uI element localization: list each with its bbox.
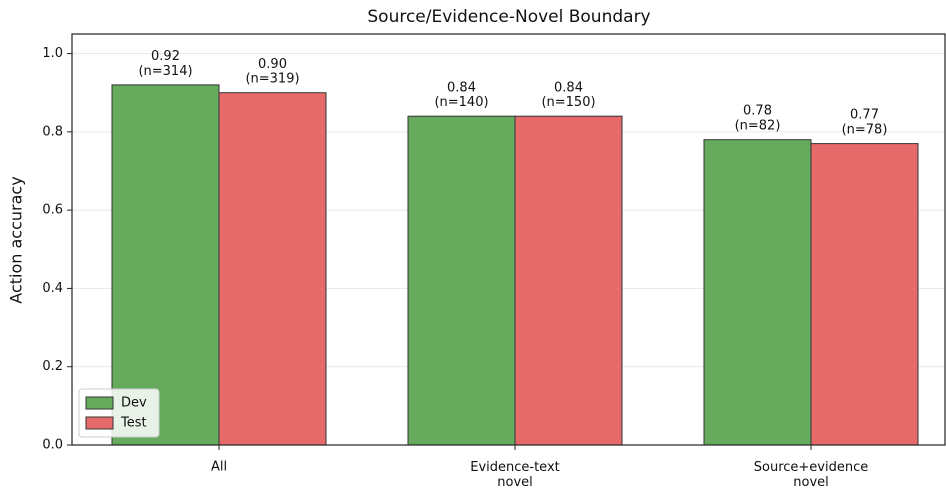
data-label: 0.77 (n=78) (842, 107, 888, 137)
x-tick-label: Evidence-text novel (470, 460, 560, 488)
y-tick-label: 0.0 (42, 438, 63, 453)
legend-label: Test (120, 416, 147, 431)
y-tick-label: 1.0 (42, 46, 63, 61)
y-tick-label: 0.2 (42, 359, 63, 374)
plot-frame (71, 33, 946, 446)
bar (514, 115, 623, 446)
data-label: 0.78 (n=82) (735, 103, 781, 133)
y-tick-label: 0.8 (42, 124, 63, 139)
data-label: 0.92 (n=314) (138, 48, 192, 78)
bar (218, 92, 327, 446)
bar (703, 139, 812, 446)
data-label: 0.84 (n=140) (434, 80, 488, 110)
x-tick-label: Source+evidence novel (754, 460, 868, 488)
chart-title: Source/Evidence-Novel Boundary (367, 7, 650, 27)
legend-swatch (85, 396, 114, 410)
y-axis-label: Action accuracy (7, 176, 26, 303)
data-label: 0.84 (n=150) (541, 80, 595, 110)
x-tick-label: All (211, 460, 227, 475)
legend-box (78, 388, 160, 438)
bar (111, 84, 220, 446)
bar (810, 143, 919, 446)
legend-swatch (85, 416, 114, 430)
y-tick-label: 0.4 (42, 281, 63, 296)
data-label: 0.90 (n=319) (245, 56, 299, 86)
y-tick-label: 0.6 (42, 203, 63, 218)
bar (407, 115, 516, 446)
legend-label: Dev (121, 396, 147, 411)
